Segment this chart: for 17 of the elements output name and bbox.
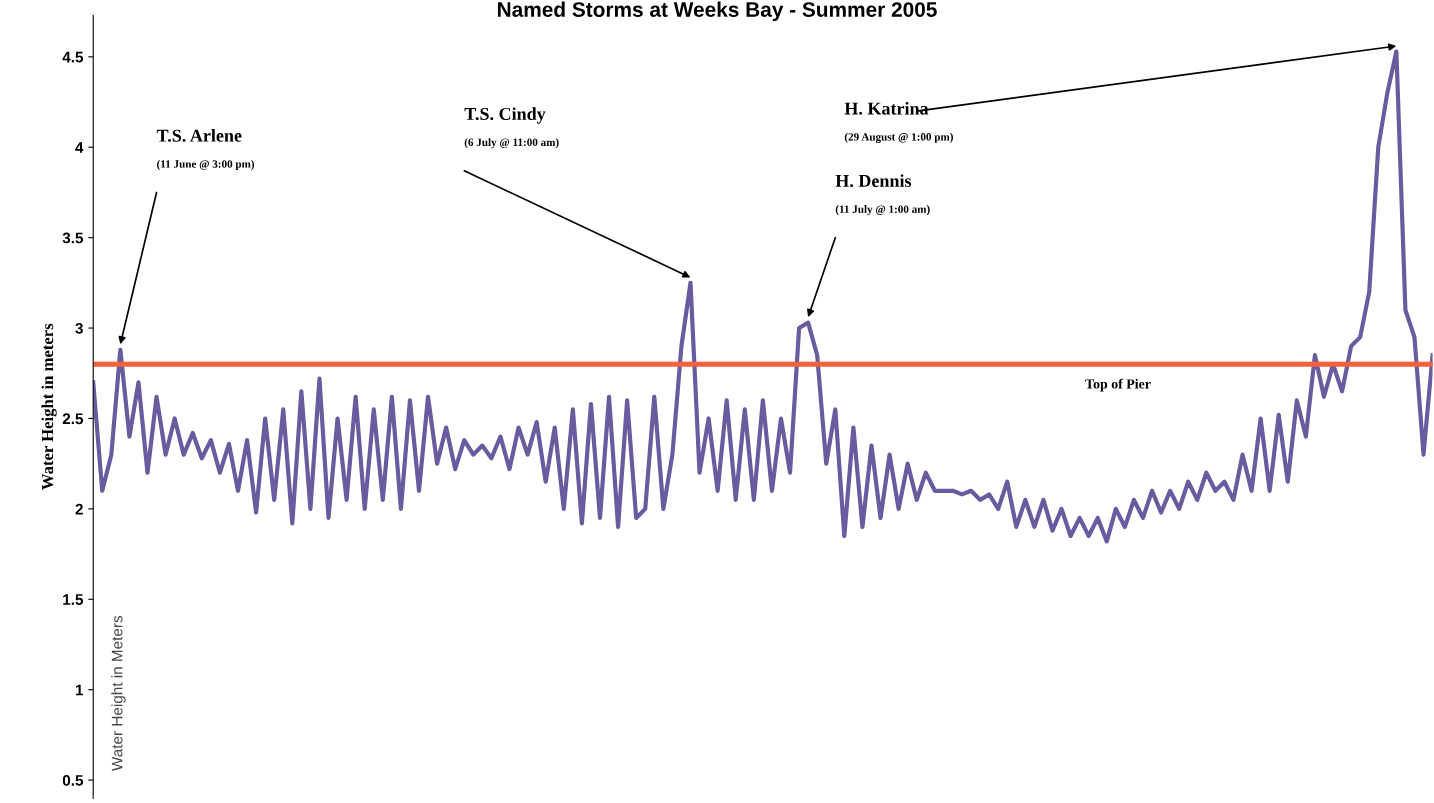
y-tick-label: 3.5 <box>62 232 84 244</box>
annotation: T.S. Cindy (6 July @ 11:00 am) <box>464 107 559 149</box>
y-axis-title: Water Height in meters <box>41 323 57 490</box>
y-tick-label: 0.5 <box>62 774 84 786</box>
annotation: T.S. Arlene (11 June @ 3:00 pm) <box>156 129 255 170</box>
ref-line-label: Top of Pier <box>1085 378 1151 392</box>
annotation: H. Katrina (29 August @ 1:00 pm) <box>844 101 953 143</box>
y-tick-label: 2.5 <box>62 413 84 425</box>
chart-title: Named Storms at Weeks Bay - Summer 2005 <box>498 1 937 22</box>
annotation: H. Dennis (11 July @ 1:00 am) <box>835 174 930 216</box>
y-tick-label: 1.5 <box>63 594 84 605</box>
y-tick-label: 2 <box>75 503 83 515</box>
annotation: Water Height in Meters <box>111 615 126 771</box>
y-tick-label: 1 <box>75 684 84 696</box>
y-tick-label: 4.5 <box>62 51 84 63</box>
y-tick-label: 3 <box>75 322 83 334</box>
y-tick-label: 4 <box>75 142 84 153</box>
